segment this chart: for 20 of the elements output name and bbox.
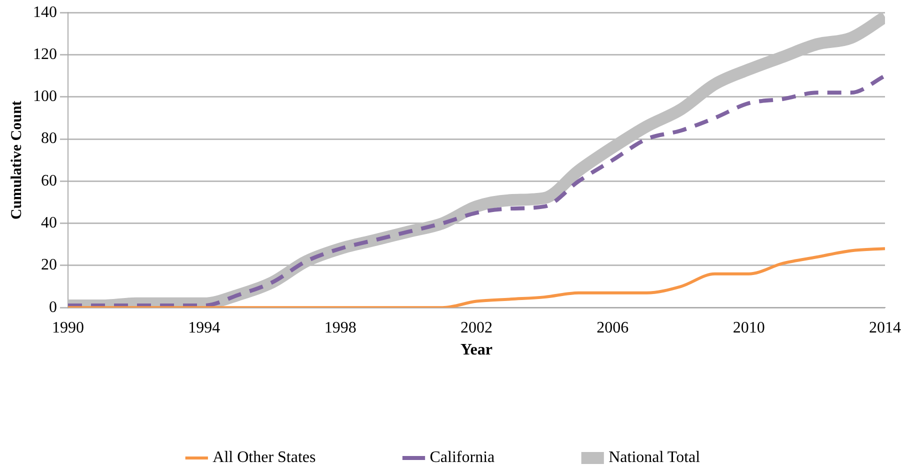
legend-label: All Other States	[212, 449, 316, 466]
x-tick-label: 1994	[188, 319, 220, 336]
y-tick-label: 140	[33, 4, 57, 21]
x-tick-label: 2006	[596, 319, 629, 336]
y-tick-label: 100	[33, 88, 57, 106]
x-axis-title: Year	[460, 342, 492, 359]
y-axis-title: Cumulative Count	[8, 100, 25, 220]
y-tick-label: 0	[49, 298, 57, 316]
x-tick-label: 2010	[732, 319, 765, 336]
y-tick-label: 80	[41, 130, 57, 148]
legend-label: California	[430, 449, 495, 466]
y-tick-label: 120	[33, 46, 57, 63]
x-tick-label: 1998	[324, 319, 356, 336]
x-tick-label: 2014	[869, 319, 901, 336]
x-tick-label: 2002	[460, 319, 492, 336]
y-tick-label: 20	[41, 256, 57, 274]
y-tick-label: 60	[41, 172, 57, 190]
y-tick-label: 40	[41, 214, 57, 232]
x-tick-label: 1990	[52, 319, 84, 336]
legend-label: National Total	[608, 449, 701, 466]
